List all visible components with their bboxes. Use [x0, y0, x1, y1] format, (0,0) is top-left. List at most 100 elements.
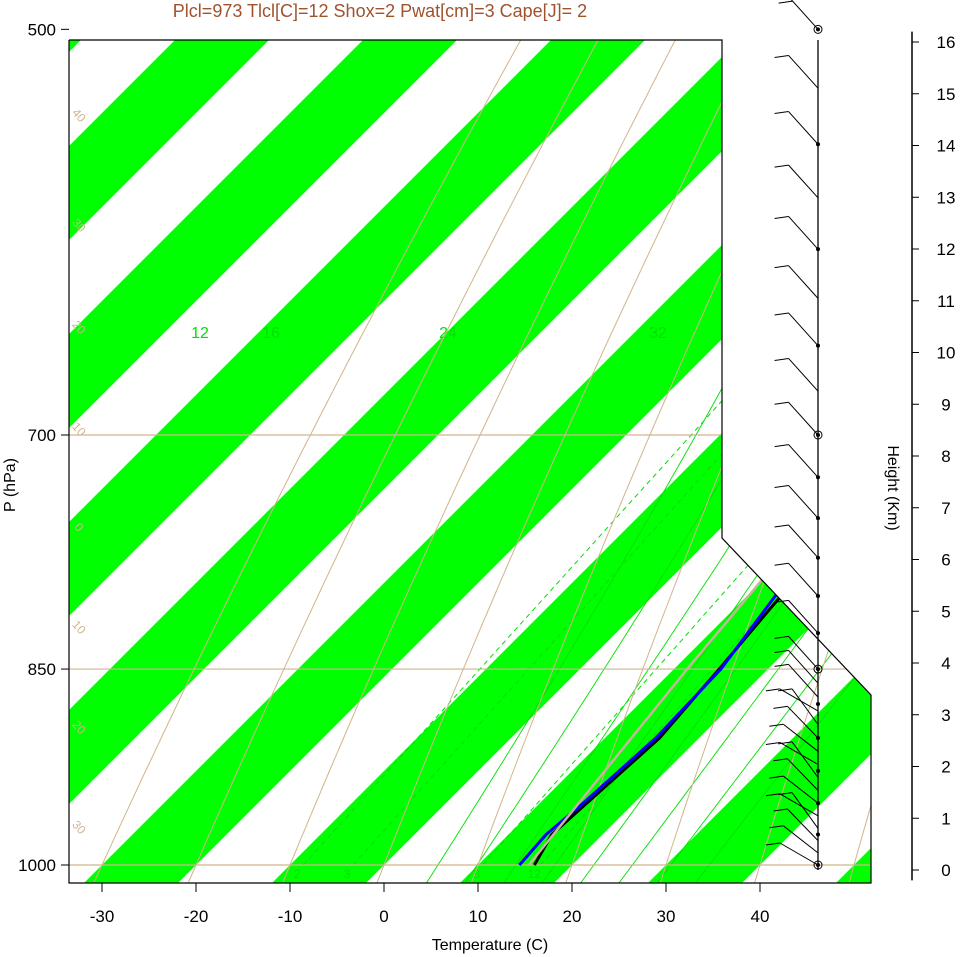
height-tick-label: 12: [937, 240, 956, 259]
mixing-ratio-line: [352, 287, 871, 866]
barb-shaft: [788, 562, 819, 597]
barb-dot: [816, 832, 820, 837]
height-tick-label: 3: [941, 706, 950, 725]
dewpoint-line: [518, 332, 871, 866]
height-tick-label: 11: [937, 292, 955, 311]
barb-shaft: [788, 444, 819, 478]
barb-circle: [813, 664, 823, 674]
barb-feather: [774, 635, 789, 639]
height-tick-label: 5: [941, 602, 950, 621]
barb-shaft: [788, 650, 819, 684]
barb-feather: [773, 808, 788, 812]
x-tick-label: 10: [469, 907, 488, 926]
barb-feather: [774, 444, 789, 448]
barb-shaft: [787, 705, 819, 739]
isotherm-band: [69, 40, 269, 240]
p-tick-label: 700: [28, 426, 56, 445]
barb-feather: [774, 111, 789, 115]
height-tick-label: 7: [941, 499, 950, 518]
barb-shaft: [787, 808, 819, 841]
barb-feather: [774, 484, 789, 488]
dry-adiabat-line: [282, 40, 676, 883]
x-tick-label: 30: [657, 907, 676, 926]
height-tick-label: 2: [941, 758, 950, 777]
barb-shaft: [788, 664, 819, 698]
p-tick-label: 500: [28, 20, 56, 39]
x-tick-label: -10: [278, 907, 303, 926]
barb-circle: [813, 24, 823, 34]
barb-shaft: [787, 758, 819, 791]
mixing-ratio-label: 8: [473, 867, 480, 881]
dry-adiabat-line: [659, 304, 871, 883]
height-tick-label: 14: [937, 137, 956, 156]
barb-feather: [774, 312, 789, 316]
barb-feather: [773, 705, 788, 709]
barb-shaft: [783, 825, 819, 854]
isotherm-band: [272, 284, 871, 883]
moist-adiabat-line: [694, 655, 871, 883]
barb-feather: [765, 741, 780, 745]
moist-adiabat-label: 12: [191, 325, 209, 342]
isotherm-left-label: 30: [69, 818, 89, 838]
p-tick-label: 1000: [18, 856, 56, 875]
isotherm-bands: [69, 40, 871, 883]
barb-circle: [813, 860, 823, 870]
barb-shaft: [788, 111, 819, 145]
barb-feather: [778, 741, 793, 745]
barb-shaft: [791, 741, 819, 778]
moist-adiabat-label: 24: [439, 325, 457, 342]
barb-shaft: [783, 723, 819, 752]
isotherm-band: [69, 40, 81, 52]
moist-adiabat-label: 32: [649, 325, 667, 342]
barb-shaft: [779, 742, 819, 765]
barb-feather: [774, 599, 789, 603]
x-tick-label: 40: [751, 907, 770, 926]
barb-shaft: [779, 842, 819, 866]
dry-adiabat-line: [376, 40, 754, 883]
isotherm-band: [69, 40, 833, 804]
barb-shaft: [790, 0, 819, 30]
barb-shaft: [788, 600, 819, 634]
barb-shaft: [788, 636, 819, 670]
height-tick-label: 15: [937, 85, 956, 104]
barb-feather: [774, 265, 789, 269]
barb-shaft: [783, 775, 819, 804]
x-tick-label: 0: [379, 907, 388, 926]
barb-feather: [765, 793, 780, 797]
x-tick-label: -20: [184, 907, 209, 926]
moist-adiabat-line: [580, 478, 871, 883]
x-tick-label: -30: [90, 907, 115, 926]
mixing-ratio-line: [482, 425, 871, 866]
isotherm-band: [84, 96, 871, 883]
plot-frame: [68, 39, 872, 884]
wind-barbs: [765, 0, 823, 870]
barb-shaft: [779, 793, 819, 817]
x-axis-label: Temperature (C): [432, 937, 548, 954]
height-axis-label: Height (Km): [884, 445, 901, 530]
barb-feather: [765, 842, 780, 846]
height-tick-label: 6: [941, 551, 950, 570]
barb-shaft: [788, 358, 819, 392]
barb-feather: [774, 649, 789, 653]
height-tick-label: 0: [941, 861, 950, 880]
barb-feather: [769, 723, 784, 727]
moist-adiabat-line: [541, 406, 871, 883]
barb-feather: [774, 164, 789, 168]
barb-shaft: [791, 688, 819, 725]
barb-shaft: [788, 485, 819, 519]
isotherm-band: [69, 40, 645, 616]
barb-shaft: [788, 164, 819, 199]
moist-adiabat-label: 16: [262, 325, 280, 342]
height-tick-label: 9: [941, 395, 950, 414]
barb-shaft: [788, 524, 819, 559]
height-tick-label: 8: [941, 447, 950, 466]
moist-adiabat-line: [618, 542, 871, 883]
barb-feather: [774, 357, 789, 361]
height-tick-label: 16: [937, 33, 956, 52]
y-axis-label: P (hPa): [2, 458, 19, 512]
barb-dot: [816, 702, 820, 707]
dry-adiabat-line: [187, 40, 599, 883]
barb-feather: [765, 688, 780, 692]
mixing-ratio-label: 12: [528, 867, 542, 881]
